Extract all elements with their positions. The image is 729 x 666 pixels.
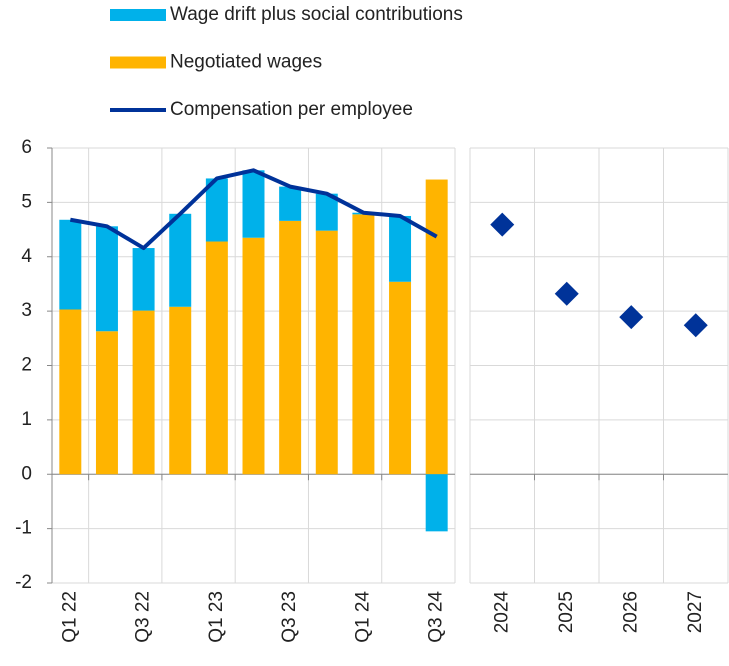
bar [205,178,228,242]
bar [279,220,302,475]
point [554,281,579,306]
bar [389,281,412,475]
bar [205,241,228,475]
bar [242,237,265,475]
bar [95,226,118,332]
x-tick-label: Q1 22 [59,591,80,643]
bar [315,230,338,475]
bar [279,186,302,221]
legend-label: Wage drift plus social contributions [170,4,463,25]
bar [315,193,338,231]
point [619,305,644,330]
x-tick-label: Q3 22 [133,591,154,643]
x-tick-label: Q3 23 [279,591,300,643]
y-tick-label: 2 [21,355,32,376]
y-tick-label: 4 [21,246,32,267]
bar [425,179,448,475]
bar [352,214,375,475]
point [683,313,708,338]
bar [169,306,192,475]
bar [59,219,82,310]
bar [132,310,155,475]
legend-swatch [110,9,166,21]
bar [425,474,448,532]
bar [169,213,192,307]
x-tick-label: Q3 24 [426,591,447,643]
y-tick-label: -1 [15,518,32,539]
legend-label: Negotiated wages [170,52,322,73]
y-tick-label: -2 [15,572,32,593]
legend-label: Compensation per employee [170,99,413,120]
y-tick-label: 6 [21,137,32,158]
x-tick-label: 2026 [620,591,641,633]
y-tick-label: 0 [21,463,32,484]
x-tick-label: 2027 [685,591,706,633]
bar [242,170,265,238]
y-tick-label: 3 [21,300,32,321]
x-tick-label: 2024 [491,591,512,634]
point [490,212,515,237]
y-tick-label: 1 [21,409,32,430]
bar [132,248,155,311]
x-tick-label: Q1 23 [206,591,227,643]
bar [95,331,118,475]
bar [389,215,412,282]
x-tick-label: Q1 24 [352,591,373,643]
y-tick-label: 5 [21,191,32,212]
line [69,168,438,251]
bar [59,309,82,475]
x-tick-label: 2025 [556,591,577,633]
legend-swatch [110,56,166,69]
